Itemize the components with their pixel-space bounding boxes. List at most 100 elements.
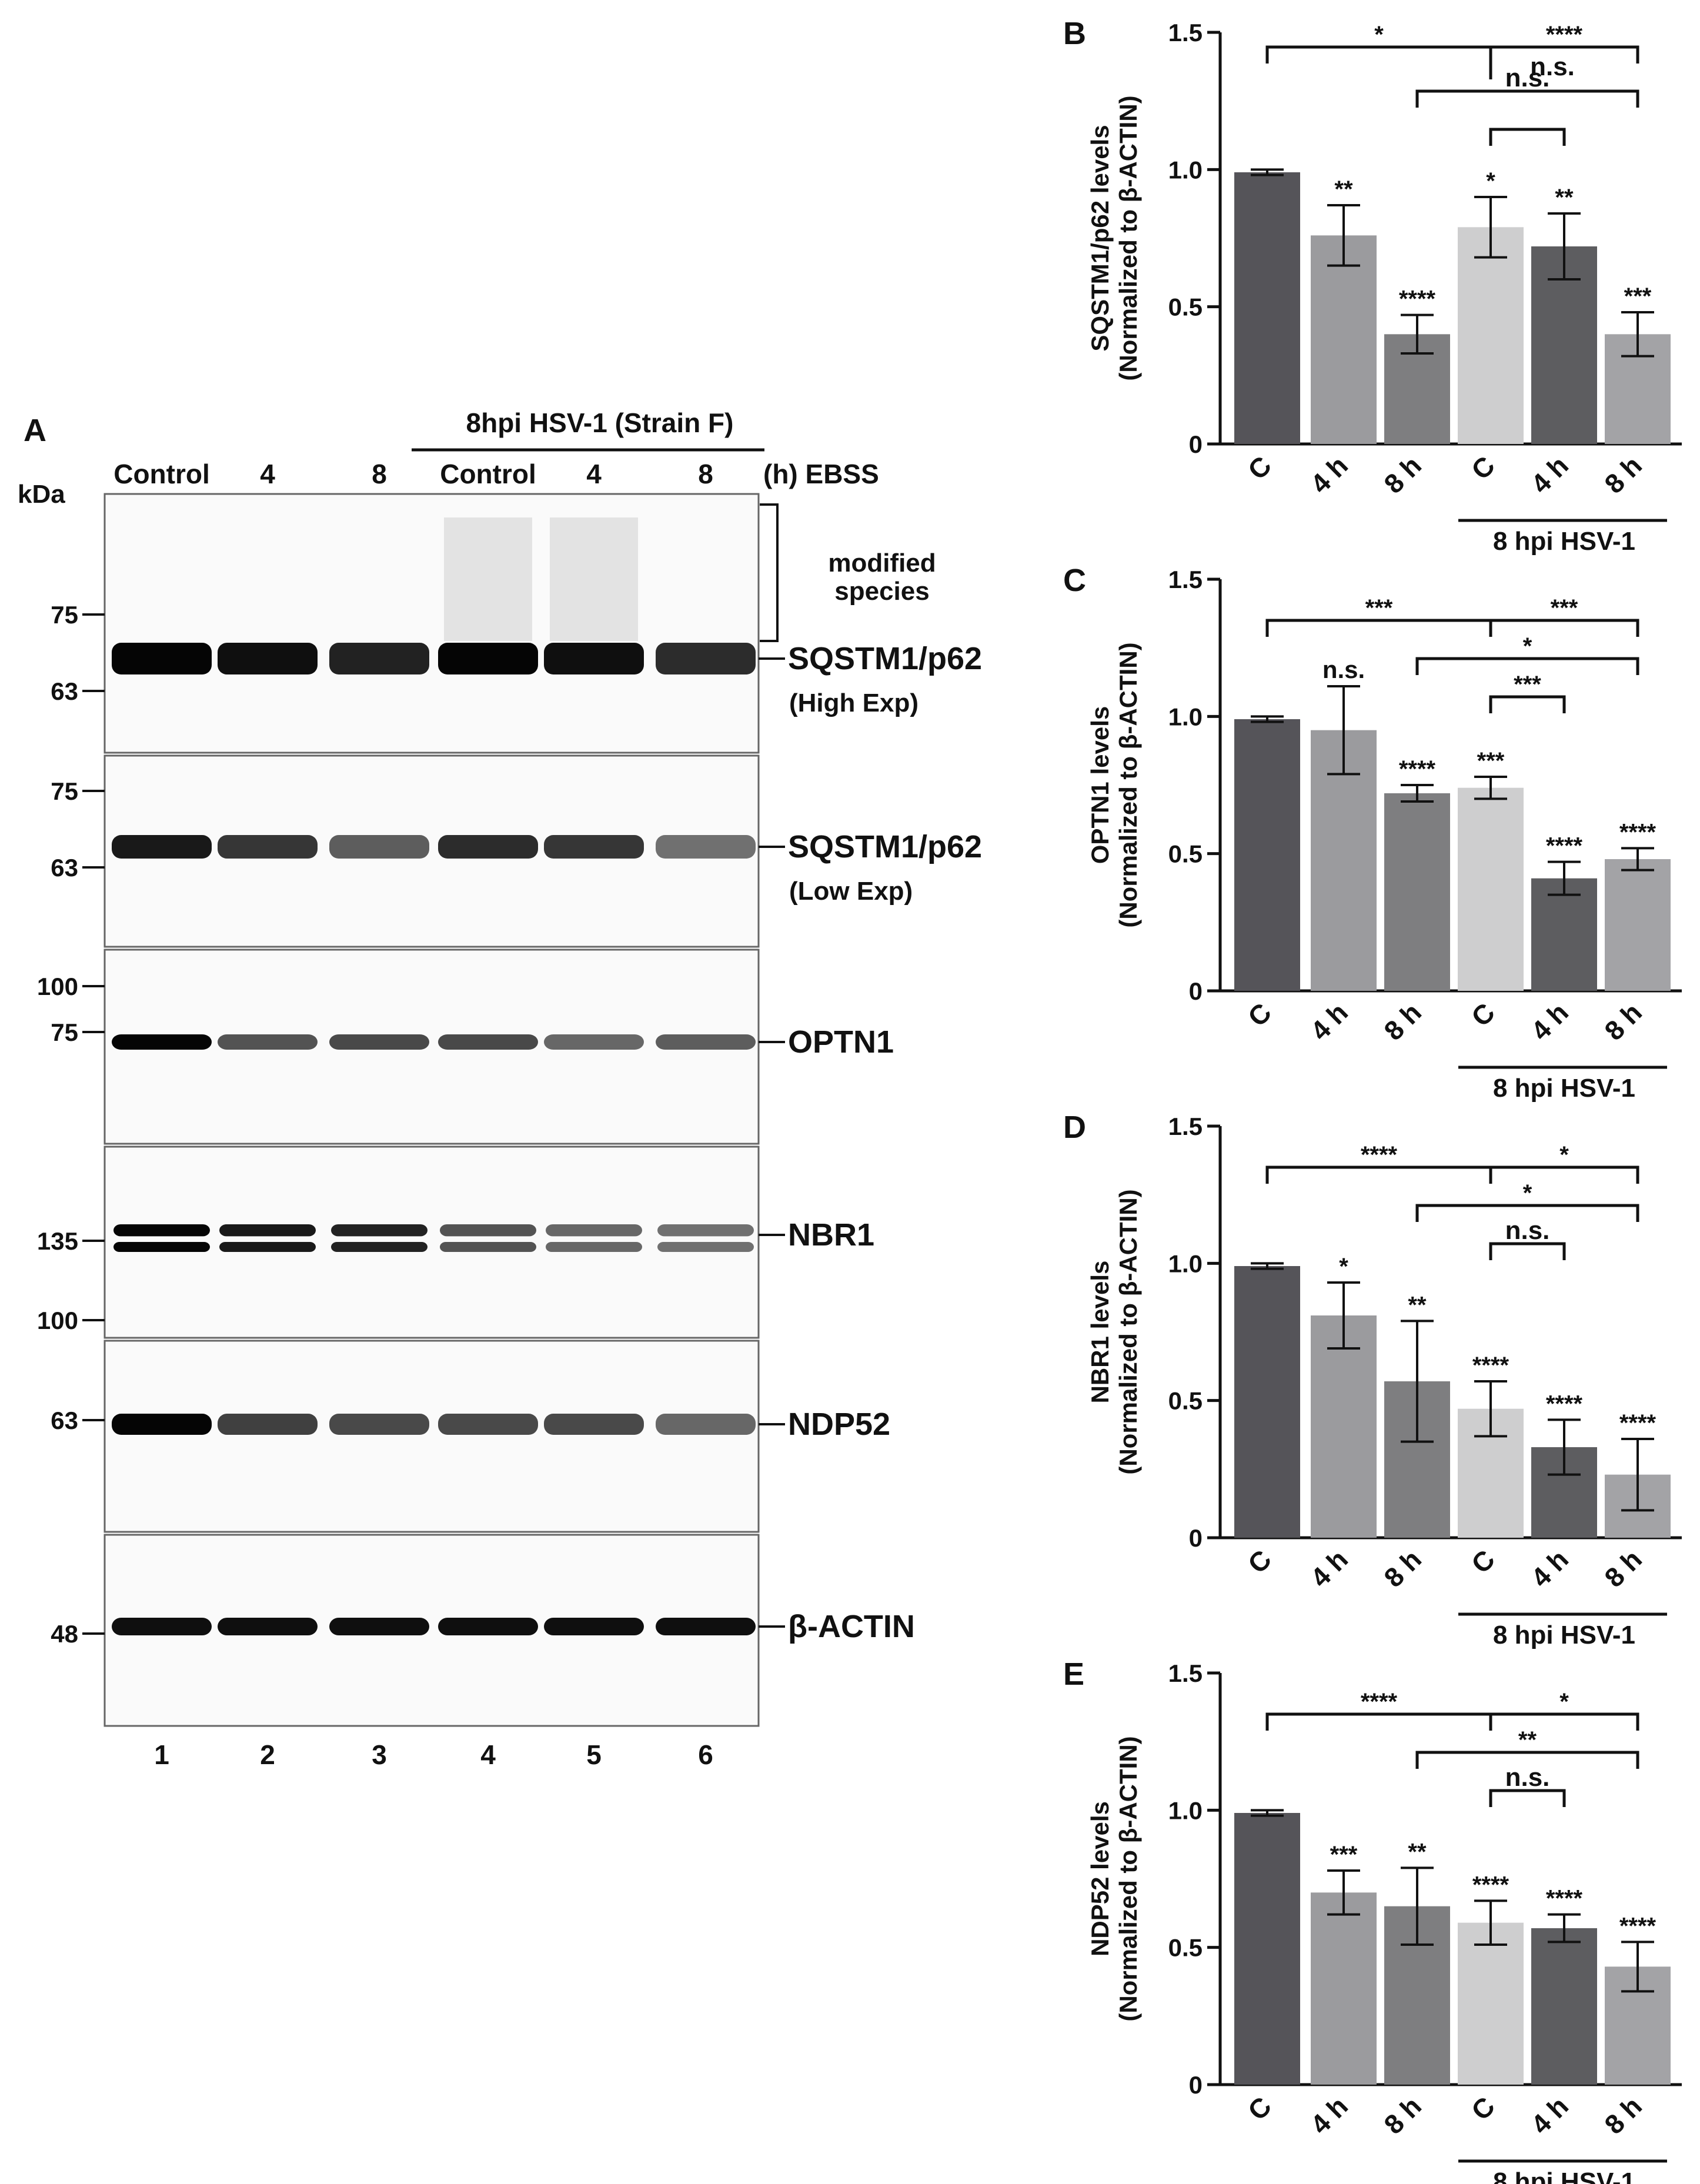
blot-box bbox=[103, 1340, 760, 1533]
blot-box bbox=[103, 754, 760, 948]
bracket-significance: * bbox=[1374, 22, 1384, 48]
blot-box bbox=[103, 1534, 760, 1727]
marker-label: 100 bbox=[37, 1307, 78, 1334]
protein-label: β-ACTIN bbox=[788, 1609, 915, 1644]
bracket-significance: * bbox=[1523, 633, 1532, 659]
bar bbox=[1234, 719, 1300, 991]
y-axis-sublabel: (Normalized to β-ACTIN) bbox=[1114, 1189, 1142, 1474]
marker-label: 75 bbox=[51, 777, 78, 805]
lane-label: Control bbox=[113, 459, 210, 489]
y-tick-label: 0 bbox=[1189, 2071, 1203, 2099]
y-axis-sublabel: (Normalized to β-ACTIN) bbox=[1114, 642, 1142, 927]
x-tick-label: 8 h bbox=[1378, 997, 1427, 1046]
marker-label: 48 bbox=[51, 1620, 78, 1648]
bar bbox=[1605, 859, 1671, 991]
bracket-significance: *** bbox=[1514, 672, 1541, 697]
bar bbox=[1234, 1266, 1300, 1538]
bar-significance: n.s. bbox=[1322, 656, 1365, 683]
bracket-significance: ** bbox=[1518, 1727, 1537, 1753]
x-tick-label: 8 h bbox=[1598, 450, 1648, 499]
protein-band bbox=[329, 643, 429, 674]
bar-significance: **** bbox=[1399, 756, 1436, 782]
marker-label: 100 bbox=[37, 973, 78, 1000]
modified-species-smear bbox=[444, 517, 532, 641]
bar-significance: **** bbox=[1546, 1886, 1583, 1912]
y-axis-label: NBR1 levels bbox=[1086, 1261, 1114, 1404]
x-tick-label: 4 h bbox=[1304, 450, 1354, 499]
y-tick-label: 0.5 bbox=[1168, 1934, 1203, 1962]
protein-band bbox=[219, 1242, 316, 1252]
bracket-significance: *** bbox=[1365, 595, 1393, 621]
protein-band bbox=[440, 1242, 536, 1252]
bar-significance: **** bbox=[1546, 833, 1583, 859]
y-tick-label: 0.5 bbox=[1168, 1387, 1203, 1415]
x-tick-label: 8 h bbox=[1598, 1544, 1648, 1593]
bar-significance: **** bbox=[1546, 1391, 1583, 1417]
panel-letter: E bbox=[1063, 1657, 1084, 1692]
bar-significance: **** bbox=[1619, 1913, 1656, 1939]
protein-band bbox=[329, 1034, 429, 1050]
y-tick-label: 0.5 bbox=[1168, 293, 1203, 321]
protein-band bbox=[329, 1414, 429, 1435]
significance-bracket bbox=[1415, 657, 1639, 675]
protein-band bbox=[656, 1034, 756, 1050]
protein-band bbox=[218, 1414, 318, 1435]
x-tick-label: C bbox=[1242, 2091, 1277, 2126]
bar-significance: *** bbox=[1330, 1842, 1358, 1868]
bar bbox=[1458, 787, 1524, 991]
bracket-significance: n.s. bbox=[1505, 1763, 1550, 1792]
y-tick-label: 0.5 bbox=[1168, 840, 1203, 868]
protein-band bbox=[112, 643, 212, 674]
protein-band bbox=[546, 1242, 642, 1252]
chart-panel-d: D NBR1 levels (Normalized to β-ACTIN) 0 0.5 1… bbox=[1063, 1110, 1682, 1649]
lane-number: 5 bbox=[586, 1739, 602, 1770]
chart-panel-e: E NDP52 levels (Normalized to β-ACTIN) 0 0.5… bbox=[1063, 1657, 1682, 2184]
protein-band bbox=[656, 1618, 756, 1635]
protein-band bbox=[438, 643, 538, 674]
protein-label: NDP52 bbox=[788, 1407, 890, 1442]
marker-label: 63 bbox=[51, 854, 78, 881]
bar-significance: ** bbox=[1408, 1839, 1427, 1865]
protein-band bbox=[657, 1224, 754, 1237]
x-tick-label: 4 h bbox=[1304, 2091, 1354, 2140]
x-tick-label: C bbox=[1465, 450, 1501, 485]
protein-band bbox=[544, 1618, 644, 1635]
protein-band bbox=[113, 1224, 210, 1237]
protein-label: SQSTM1/p62 bbox=[788, 829, 982, 864]
bracket-significance: n.s. bbox=[1505, 1216, 1550, 1245]
bracket-significance: * bbox=[1559, 1689, 1569, 1715]
group-label: 8 hpi HSV-1 bbox=[1493, 1074, 1635, 1103]
bracket-significance: **** bbox=[1361, 1689, 1398, 1715]
panel-letter: B bbox=[1063, 16, 1086, 51]
protein-label: SQSTM1/p62 bbox=[788, 641, 982, 676]
protein-band bbox=[329, 1618, 429, 1635]
x-tick-label: 4 h bbox=[1304, 1544, 1354, 1593]
significance-bracket bbox=[1415, 1204, 1639, 1222]
protein-band bbox=[112, 1414, 212, 1435]
bracket-significance: * bbox=[1559, 1142, 1569, 1168]
infection-header: 8hpi HSV-1 (Strain F) bbox=[466, 408, 734, 438]
x-tick-label: C bbox=[1242, 450, 1277, 485]
bar-significance: **** bbox=[1399, 286, 1436, 312]
marker-label: 75 bbox=[51, 601, 78, 629]
y-tick-label: 1.0 bbox=[1168, 1796, 1203, 1824]
marker-label: 63 bbox=[51, 677, 78, 705]
x-tick-label: 4 h bbox=[1525, 997, 1574, 1046]
bar bbox=[1458, 1922, 1524, 2085]
blot-box bbox=[103, 949, 760, 1145]
protein-band bbox=[438, 1414, 538, 1435]
significance-bracket bbox=[1265, 1712, 1492, 1731]
bar-significance: **** bbox=[1472, 1353, 1509, 1378]
bar-significance: *** bbox=[1624, 283, 1652, 309]
y-axis-label: NDP52 levels bbox=[1086, 1801, 1114, 1956]
bar-significance: **** bbox=[1619, 819, 1656, 845]
significance-bracket bbox=[1489, 1712, 1639, 1731]
x-tick-label: 4 h bbox=[1525, 2091, 1574, 2140]
protein-band bbox=[438, 1034, 538, 1050]
protein-band bbox=[656, 835, 756, 859]
y-axis-label: OPTN1 levels bbox=[1086, 706, 1114, 864]
protein-band bbox=[438, 1618, 538, 1635]
x-tick-label: 8 h bbox=[1598, 2091, 1648, 2140]
lane-number: 2 bbox=[260, 1739, 275, 1770]
